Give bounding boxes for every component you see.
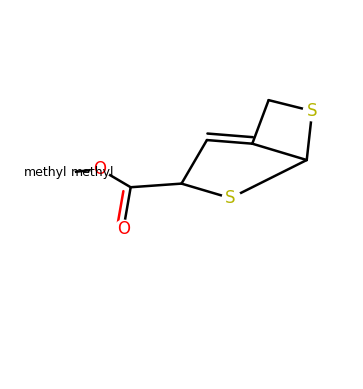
Text: methyl: methyl (24, 166, 67, 179)
Text: O: O (93, 160, 106, 178)
Text: methyl: methyl (71, 166, 114, 179)
Text: S: S (225, 189, 236, 207)
Text: S: S (307, 102, 317, 120)
Text: O: O (117, 220, 130, 238)
